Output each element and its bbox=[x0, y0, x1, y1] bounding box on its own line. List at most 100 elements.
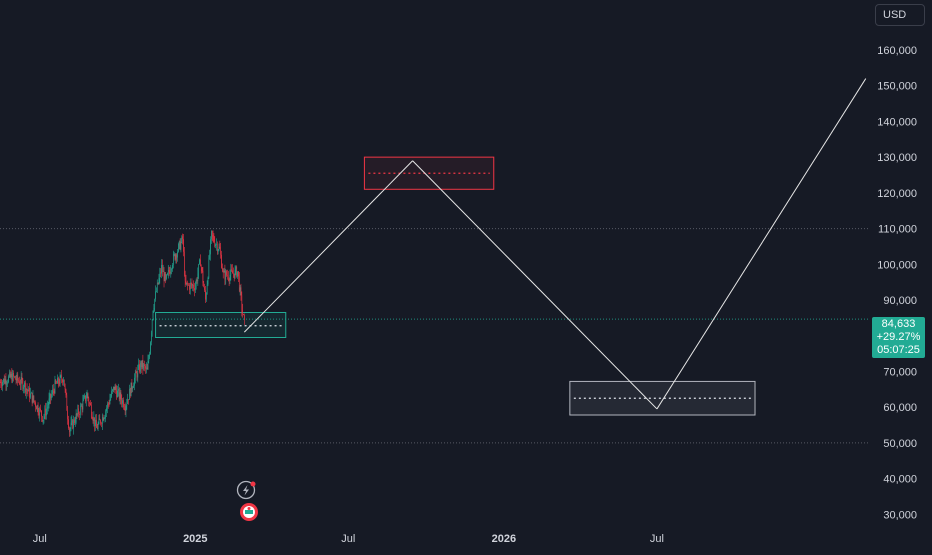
candle-body bbox=[181, 242, 182, 250]
candle-body bbox=[170, 272, 171, 274]
candle-body bbox=[11, 374, 12, 377]
candle-body bbox=[203, 283, 204, 287]
candle-body bbox=[121, 399, 122, 403]
candle-body bbox=[69, 428, 70, 432]
candle-body bbox=[164, 271, 165, 281]
x-tick-label: 2025 bbox=[183, 533, 207, 545]
candle-body bbox=[37, 405, 38, 409]
candle-body bbox=[181, 236, 182, 242]
candle-body bbox=[72, 420, 73, 422]
candle-body bbox=[137, 373, 138, 377]
candle-body bbox=[111, 391, 112, 397]
candle-body bbox=[178, 244, 179, 252]
candle-body bbox=[98, 424, 99, 429]
candle-body bbox=[122, 400, 123, 403]
candle-body bbox=[150, 342, 151, 354]
candle-body bbox=[220, 247, 221, 249]
event-icons[interactable] bbox=[238, 482, 259, 522]
candle-body bbox=[201, 266, 202, 267]
candle-body bbox=[87, 393, 88, 398]
y-tick-label: 140,000 bbox=[877, 116, 917, 128]
candle-body bbox=[48, 405, 49, 407]
currency-selector[interactable]: USD bbox=[875, 4, 925, 26]
projection-path[interactable] bbox=[244, 79, 865, 409]
candle-body bbox=[141, 363, 142, 367]
candle-body bbox=[182, 236, 183, 239]
candle-body bbox=[113, 387, 114, 390]
candle-body bbox=[167, 273, 168, 274]
earnings-event-icon[interactable] bbox=[240, 503, 258, 521]
candle-body bbox=[114, 387, 115, 390]
candle-body bbox=[82, 406, 83, 410]
candle-body bbox=[160, 272, 161, 278]
candle-body bbox=[1, 382, 2, 384]
candle-body bbox=[213, 235, 214, 236]
candle-body bbox=[227, 275, 228, 276]
lightning-event-icon[interactable] bbox=[238, 482, 256, 499]
candle-body bbox=[35, 402, 36, 406]
candle-body bbox=[100, 420, 101, 423]
candle-body bbox=[39, 409, 40, 416]
candle-body bbox=[36, 407, 37, 410]
candle-body bbox=[154, 299, 155, 308]
candle-body bbox=[144, 364, 145, 366]
candle-body bbox=[23, 380, 24, 389]
zones[interactable] bbox=[156, 157, 755, 415]
candle-body bbox=[149, 357, 150, 361]
candle-body bbox=[31, 393, 32, 394]
candle-body bbox=[72, 420, 73, 428]
candle-body bbox=[28, 390, 29, 391]
candle-body bbox=[4, 379, 5, 383]
candle-body bbox=[146, 368, 147, 369]
candle-body bbox=[8, 376, 9, 382]
candle-body bbox=[50, 394, 51, 398]
candle-body bbox=[34, 401, 35, 402]
candle-body bbox=[95, 420, 96, 426]
candle-body bbox=[29, 388, 30, 398]
candle-body bbox=[46, 409, 47, 416]
candle-body bbox=[189, 285, 190, 290]
candle-body bbox=[155, 291, 156, 299]
y-tick-label: 130,000 bbox=[877, 152, 917, 164]
y-tick-label: 30,000 bbox=[883, 509, 917, 521]
candle-body bbox=[10, 372, 11, 377]
current-price: 84,633 bbox=[872, 318, 925, 331]
candle-body bbox=[94, 417, 95, 426]
candle-body bbox=[77, 414, 78, 415]
candle-body bbox=[198, 264, 199, 273]
x-tick-label: Jul bbox=[341, 533, 355, 545]
candle-body bbox=[165, 274, 166, 281]
candle-body bbox=[226, 271, 227, 275]
candle-body bbox=[96, 420, 97, 428]
candle-body bbox=[221, 255, 222, 268]
candle-body bbox=[54, 391, 55, 393]
current-price-tag: 84,633 +29.27% 05:07:25 bbox=[872, 317, 925, 358]
candle-body bbox=[156, 291, 157, 292]
candle-body bbox=[21, 377, 22, 384]
candle-body bbox=[228, 276, 229, 279]
candle-body bbox=[206, 294, 207, 300]
candle-body bbox=[119, 389, 120, 399]
candle-body bbox=[109, 404, 110, 405]
candle-body bbox=[214, 237, 215, 242]
candle-body bbox=[142, 360, 143, 367]
candle-body bbox=[107, 404, 108, 409]
candle-body bbox=[85, 396, 86, 402]
candle-body bbox=[187, 283, 188, 285]
candle-body bbox=[61, 376, 62, 380]
candle-body bbox=[236, 267, 237, 270]
candle-body bbox=[79, 414, 80, 415]
candle-body bbox=[110, 399, 111, 404]
candle-body bbox=[238, 271, 239, 276]
candle-body bbox=[84, 396, 85, 398]
candle-body bbox=[125, 409, 126, 411]
y-tick-label: 150,000 bbox=[877, 81, 917, 93]
candle-body bbox=[89, 403, 90, 404]
candle-body bbox=[203, 271, 204, 283]
candle-body bbox=[45, 409, 46, 417]
x-tick-label: 2026 bbox=[492, 533, 516, 545]
y-axis[interactable]: 30,00040,00050,00060,00070,00080,00090,0… bbox=[877, 9, 917, 521]
